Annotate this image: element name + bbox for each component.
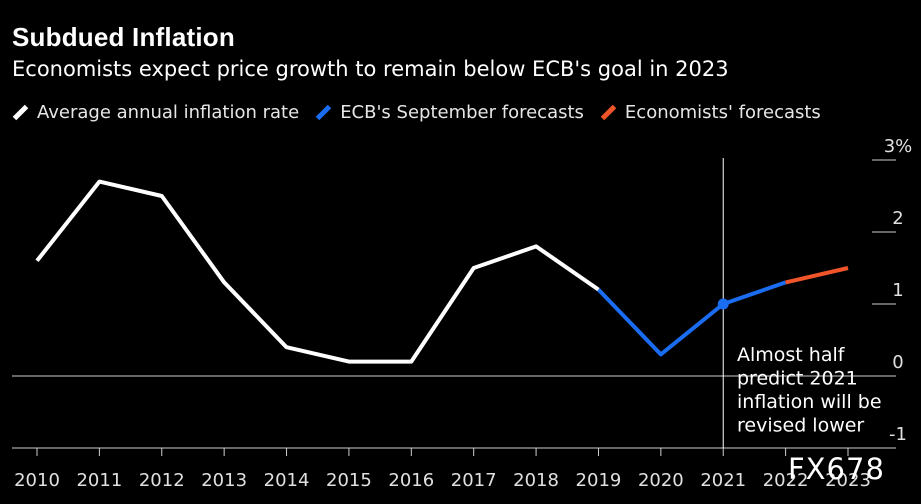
series-line-0 (35, 179, 600, 364)
legend-item-actual: Average annual inflation rate (12, 102, 299, 123)
y-tick-label: 3% (884, 136, 913, 157)
series-line-2 (785, 266, 849, 285)
chart-title: Subdued Inflation (12, 22, 235, 52)
y-tick-label: -1 (889, 424, 907, 445)
x-tick-label: 2015 (326, 470, 372, 491)
x-tick-label: 2020 (638, 470, 684, 491)
x-tick-label: 2022 (763, 470, 809, 491)
watermark: FX678 (788, 452, 885, 486)
x-tick-label: 2011 (76, 470, 122, 491)
x-tick-label: 2013 (201, 470, 247, 491)
x-tick-label: 2019 (576, 470, 622, 491)
x-tick-label: 2014 (264, 470, 310, 491)
annotation-line: Almost half (737, 344, 846, 366)
annotation-line: inflation will be (737, 391, 882, 413)
y-tick-label: 2 (892, 208, 903, 229)
legend-item-economists: Economists' forecasts (600, 102, 821, 123)
legend-label-ecb: ECB's September forecasts (340, 102, 584, 123)
x-tick-label: 2023 (825, 470, 871, 491)
y-tick-label: 1 (892, 280, 903, 301)
legend-item-ecb: ECB's September forecasts (315, 102, 584, 123)
x-tick-label: 2016 (388, 470, 434, 491)
x-tick-label: 2017 (451, 470, 497, 491)
x-tick-label: 2021 (700, 470, 746, 491)
annotation-line: revised lower (737, 415, 864, 437)
chart-subtitle: Economists expect price growth to remain… (12, 57, 729, 81)
legend-label-actual: Average annual inflation rate (37, 102, 300, 123)
x-tick-label: 2012 (139, 470, 185, 491)
x-tick-label: 2018 (513, 470, 559, 491)
series-line-1 (597, 280, 787, 357)
y-tick-label: 0 (892, 352, 903, 373)
legend: Average annual inflation rate ECB's Sept… (12, 102, 837, 123)
highlight-point (717, 298, 729, 310)
annotation-line: predict 2021 (737, 368, 858, 390)
legend-label-economists: Economists' forecasts (624, 102, 821, 123)
x-tick-label: 2010 (14, 470, 60, 491)
